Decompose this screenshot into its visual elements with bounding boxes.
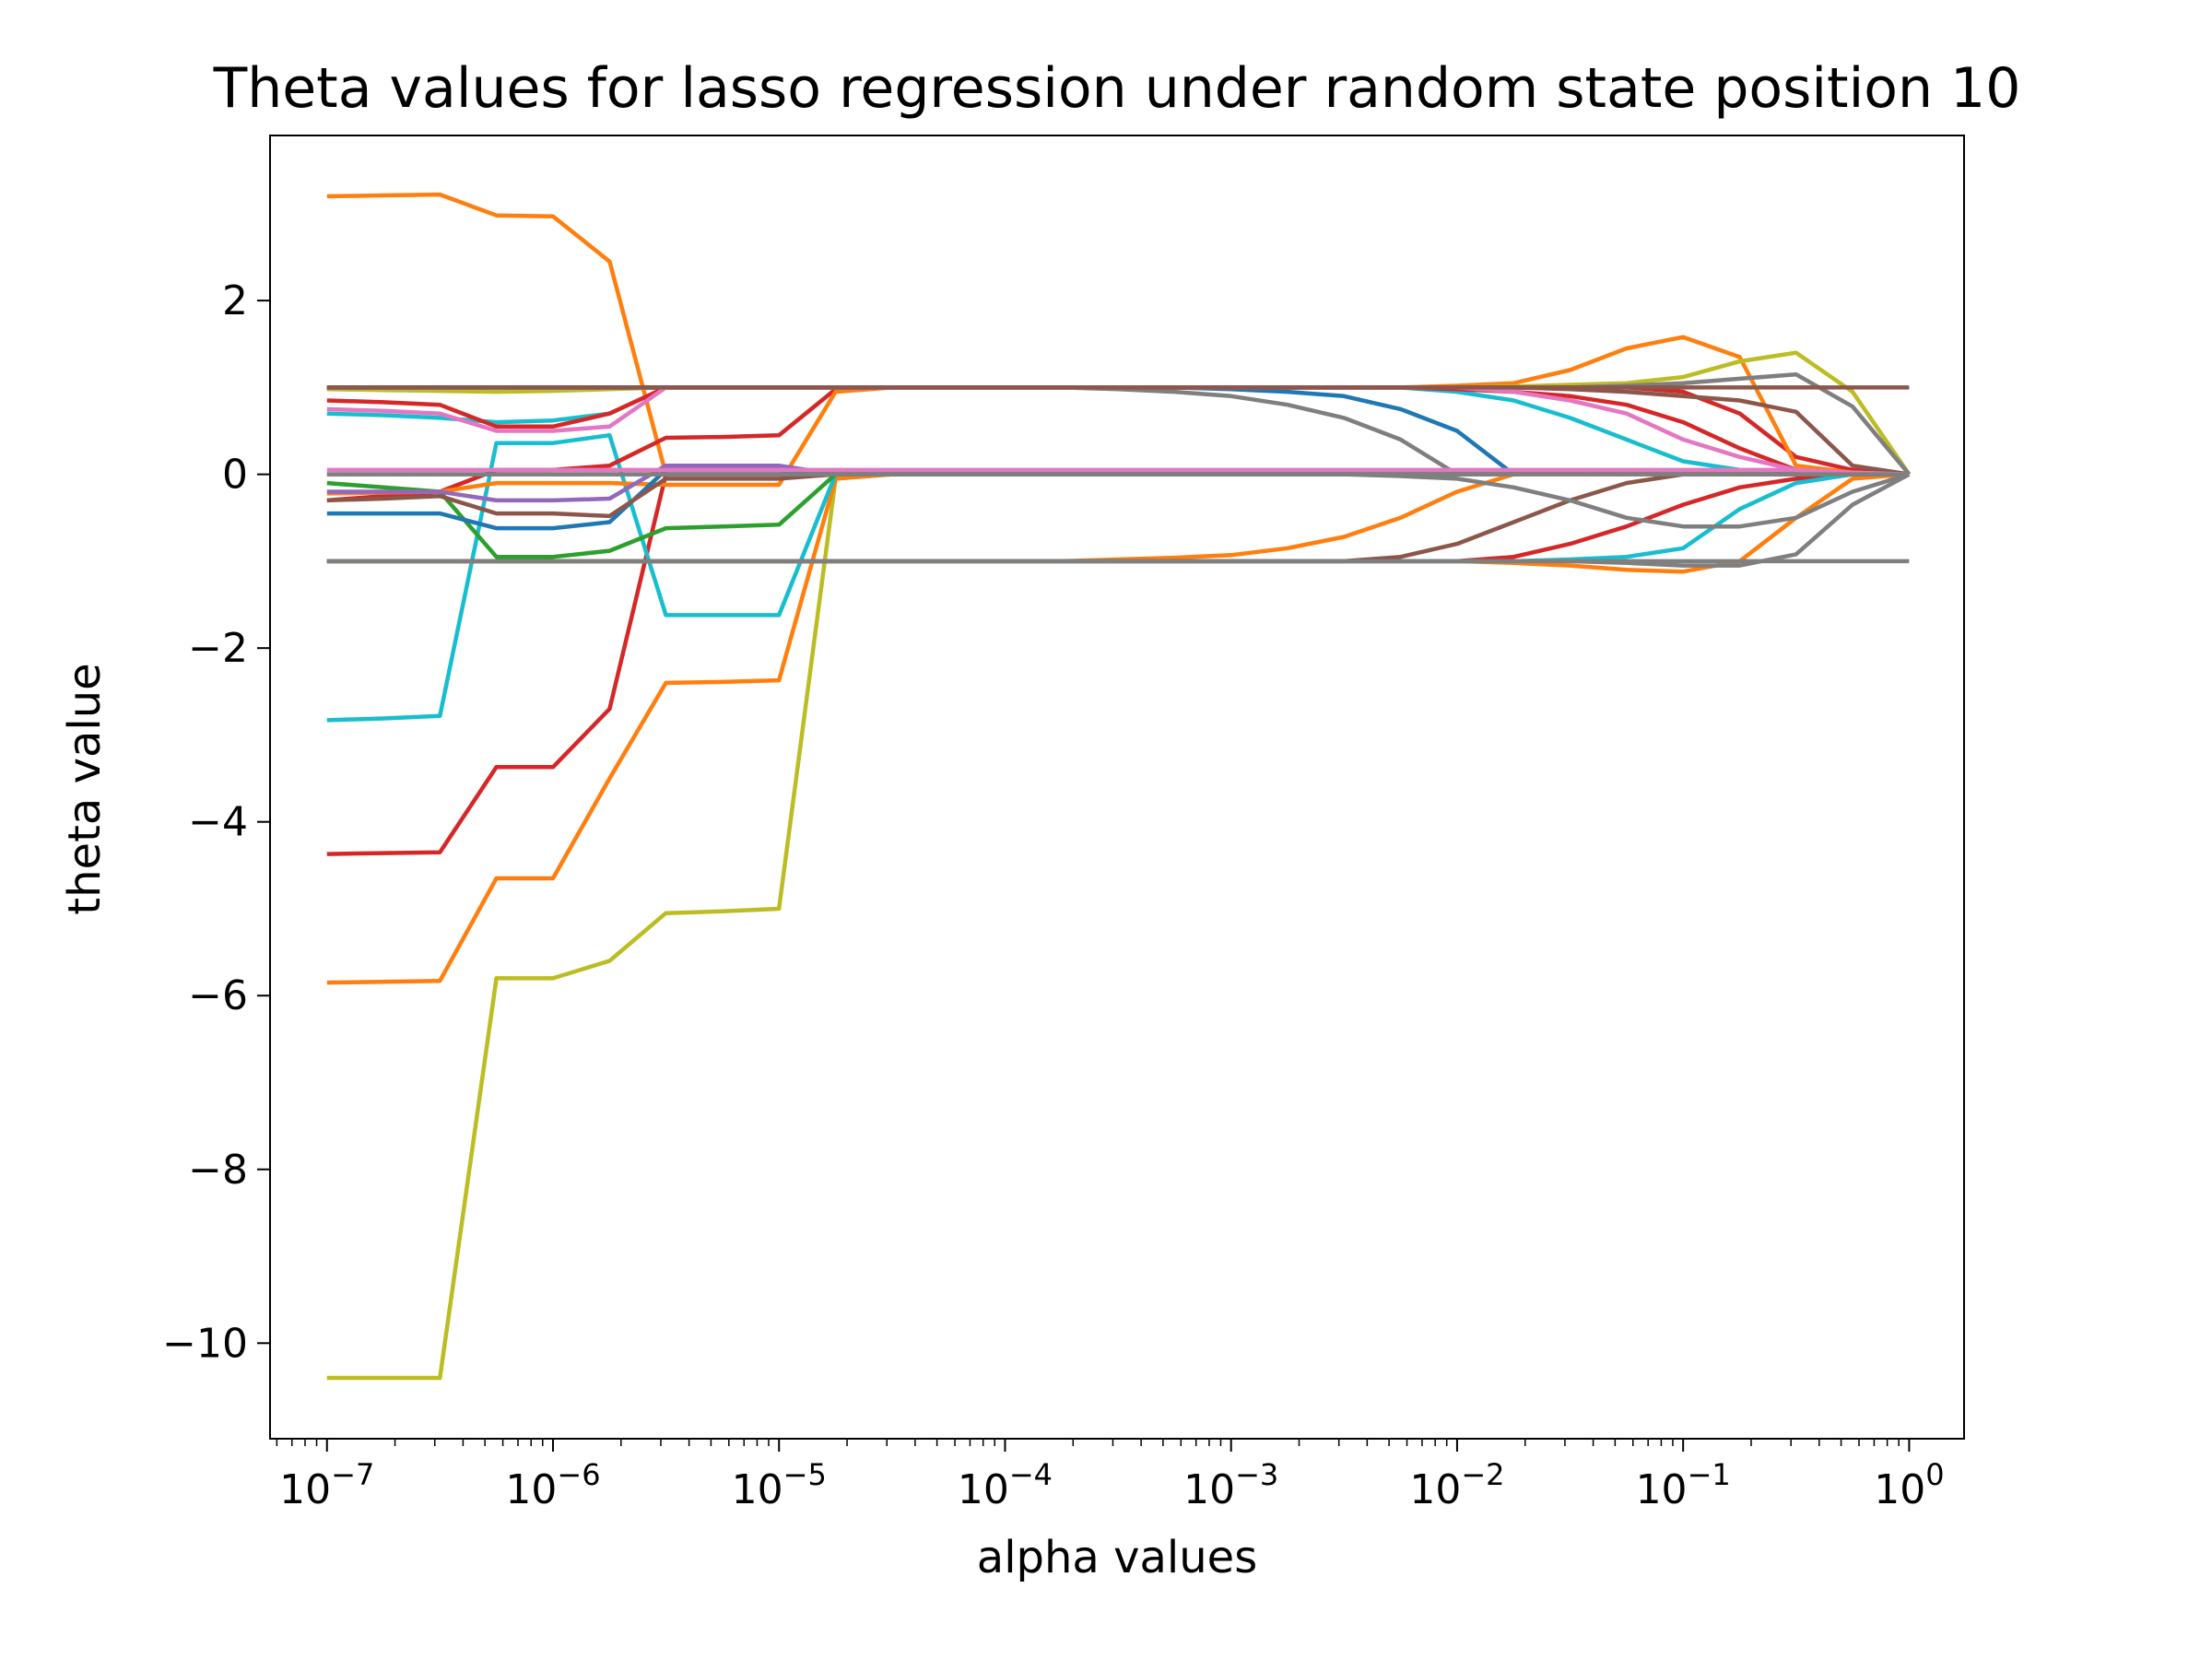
x-tick-label: 10−6: [505, 1457, 600, 1513]
y-axis: 2 0 −2 −4 −6 −8 −10: [162, 277, 270, 1367]
series-layer: [326, 192, 1912, 1381]
y-tick-label: −4: [188, 799, 248, 846]
x-tick-label: 10−4: [958, 1457, 1053, 1513]
series-line-23: [326, 472, 1910, 564]
x-axis-label: alpha values: [977, 1532, 1257, 1583]
y-tick-label: 0: [222, 452, 248, 499]
series-line-16: [326, 385, 1910, 477]
y-tick-label: −8: [188, 1147, 248, 1194]
y-axis-label: theta value: [59, 663, 111, 914]
series-line-2: [326, 472, 1910, 1381]
series-line-4: [326, 472, 1910, 856]
y-tick-label: −10: [162, 1320, 248, 1367]
x-tick-label: 10−5: [732, 1457, 827, 1513]
x-tick-label: 10−7: [279, 1457, 374, 1513]
y-tick-label: 2: [222, 277, 248, 324]
y-tick-label: −2: [188, 625, 248, 672]
series-line-27: [326, 467, 1910, 477]
plot-frame: [269, 135, 1965, 1440]
chart-title: Theta values for lasso regression under …: [213, 56, 2021, 121]
x-tick-label: 10−3: [1183, 1457, 1278, 1513]
x-axis: 10−7 10−6 10−5 10−4 10−3 10−2 10−1 100: [276, 1439, 1945, 1513]
y-tick-label: −6: [188, 972, 248, 1019]
x-tick-label: 100: [1874, 1457, 1944, 1513]
x-tick-label: 10−1: [1636, 1457, 1731, 1513]
x-tick-label: 10−2: [1409, 1457, 1504, 1513]
